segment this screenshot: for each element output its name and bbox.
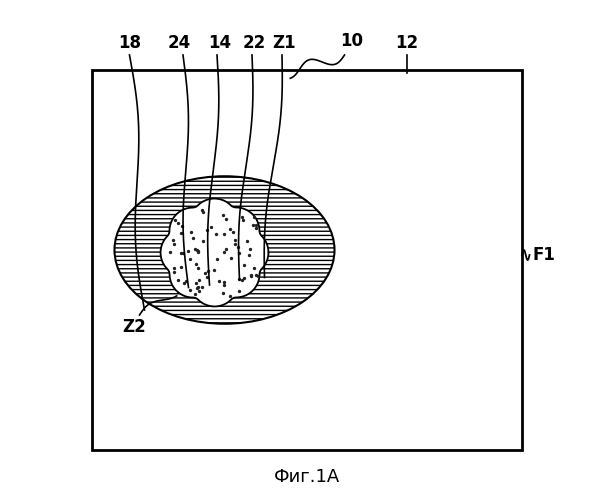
Text: 18: 18	[118, 34, 141, 52]
Ellipse shape	[114, 176, 335, 324]
Text: 12: 12	[395, 34, 419, 52]
Circle shape	[213, 208, 260, 254]
Circle shape	[222, 229, 268, 276]
Circle shape	[213, 251, 260, 298]
Circle shape	[176, 214, 254, 292]
Circle shape	[169, 208, 216, 254]
Circle shape	[191, 260, 238, 306]
Bar	[92, 70, 522, 450]
Text: 22: 22	[243, 34, 266, 52]
Text: 14: 14	[208, 34, 231, 52]
Text: Z2: Z2	[123, 318, 146, 336]
Circle shape	[191, 198, 238, 246]
Text: F1: F1	[532, 246, 555, 264]
Text: 10: 10	[341, 32, 363, 50]
Text: Z1: Z1	[273, 34, 297, 52]
Circle shape	[169, 251, 216, 298]
Circle shape	[160, 229, 208, 276]
Text: Фиг.1А: Фиг.1А	[274, 468, 340, 486]
Text: 24: 24	[168, 34, 191, 52]
